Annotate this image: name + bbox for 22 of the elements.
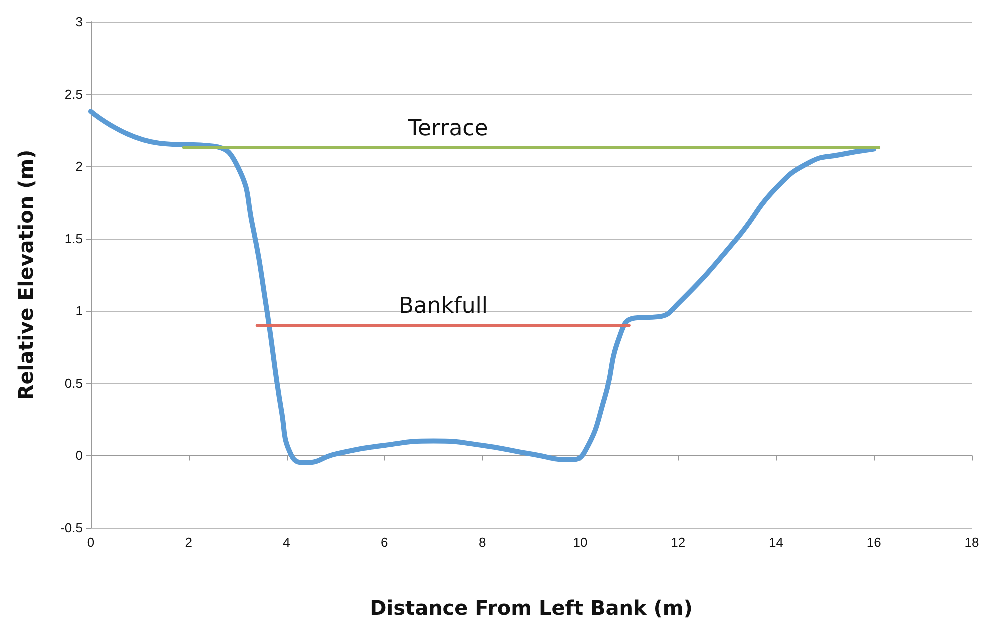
x-axis-title: Distance From Left Bank (m) bbox=[370, 596, 693, 620]
y-tick-label: 2 bbox=[76, 159, 83, 174]
x-tick-label: 16 bbox=[866, 535, 882, 550]
x-tick-label: 0 bbox=[87, 535, 95, 550]
series-label: Terrace bbox=[407, 116, 488, 142]
y-tick-label: 2.5 bbox=[64, 86, 83, 102]
y-tick-label: -0.5 bbox=[60, 520, 83, 536]
series-label: Bankfull bbox=[398, 294, 488, 320]
x-tick-label: 18 bbox=[964, 535, 980, 550]
y-tick-label: 3 bbox=[76, 14, 83, 30]
x-tick-label: 10 bbox=[573, 535, 588, 550]
x-tick-label: 4 bbox=[283, 535, 290, 550]
x-tick-label: 2 bbox=[185, 535, 193, 550]
y-axis-title: Relative Elevation (m) bbox=[14, 150, 38, 400]
y-tick-label: 1 bbox=[76, 304, 83, 319]
y-tick-label: 1.5 bbox=[64, 231, 83, 246]
x-tick-label: 6 bbox=[381, 535, 388, 550]
x-tick-label: 14 bbox=[768, 535, 784, 550]
x-tick-label: 12 bbox=[671, 535, 686, 550]
y-tick-label: 0.5 bbox=[64, 376, 83, 391]
y-tick-label: 0 bbox=[76, 448, 83, 464]
x-tick-label: 8 bbox=[478, 535, 486, 550]
